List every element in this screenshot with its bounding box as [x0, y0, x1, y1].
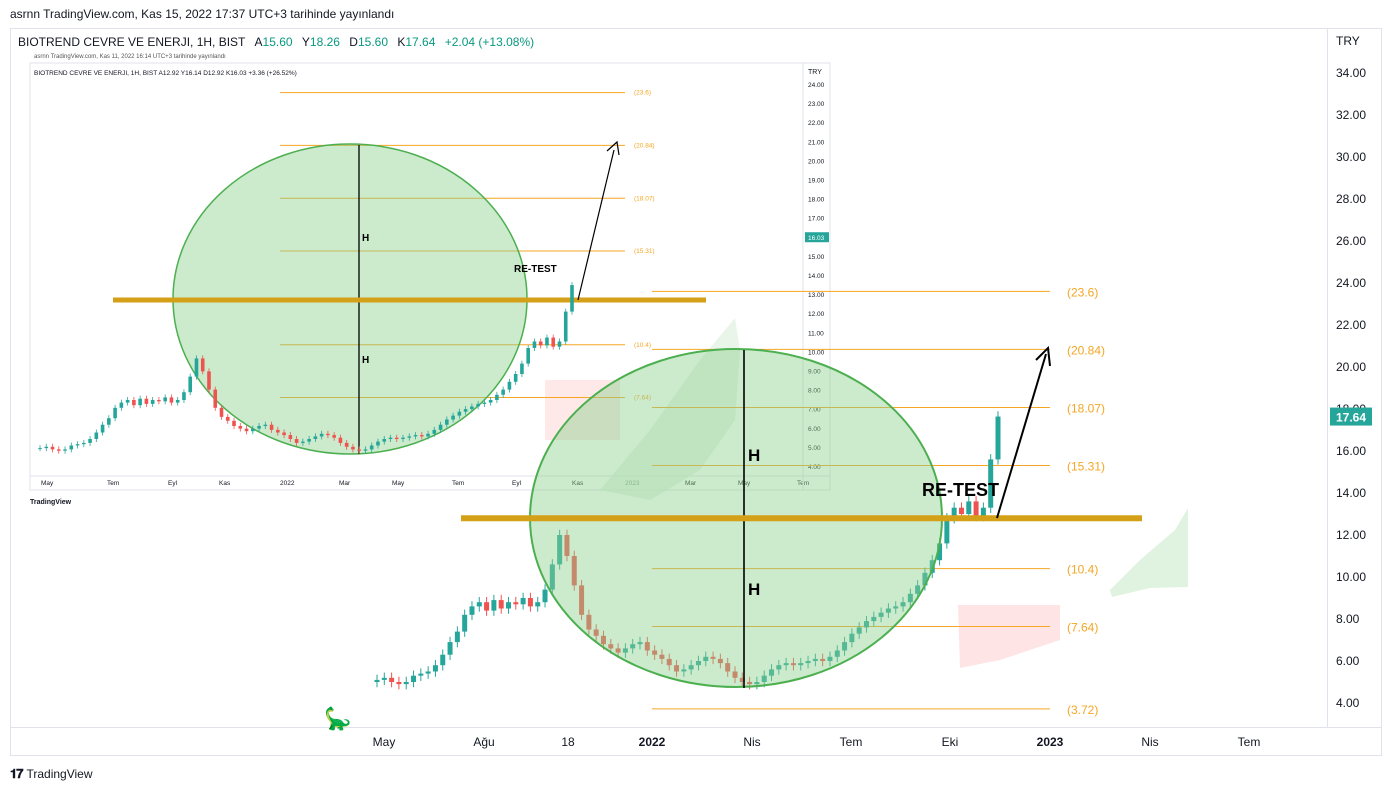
legend-low-label: D [349, 35, 358, 49]
footer-brand: 𝟏𝟕 TradingView [10, 766, 93, 782]
legend-high-label: Y [301, 35, 310, 49]
legend-close-label: K [397, 35, 406, 49]
legend-change: +2.04 (+13.08%) [444, 35, 535, 49]
legend-close: 17.64 [405, 35, 436, 49]
time-axis[interactable] [10, 728, 1382, 756]
legend-open: 15.60 [262, 35, 293, 49]
price-axis[interactable] [1328, 28, 1382, 728]
chart-pane[interactable] [10, 28, 1328, 728]
legend-low: 15.60 [357, 35, 388, 49]
legend-open-label: A [254, 35, 263, 49]
chart-legend: BIOTREND CEVRE VE ENERJI, 1H, BIST A15.6… [18, 35, 534, 49]
footer-brand-text: TradingView [26, 767, 93, 781]
tradingview-logo-icon: 𝟏𝟕 [10, 766, 24, 781]
publish-header: asrnn TradingView.com, Kas 15, 2022 17:3… [10, 7, 395, 21]
legend-high: 18.26 [309, 35, 340, 49]
legend-symbol[interactable]: BIOTREND CEVRE VE ENERJI, 1H, BIST [18, 35, 246, 49]
